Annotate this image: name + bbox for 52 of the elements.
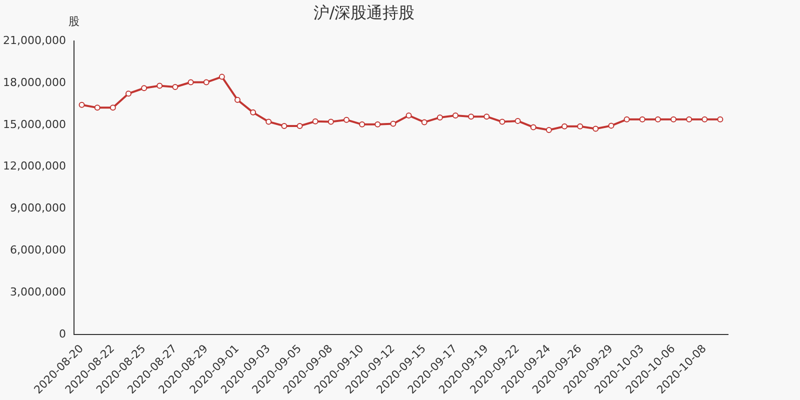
point [452, 112, 458, 118]
y-tick-label: 15,000,000 [2, 118, 66, 131]
point [639, 116, 646, 122]
point [312, 118, 318, 124]
point [343, 116, 350, 123]
point [717, 116, 724, 122]
point [281, 122, 288, 129]
point [421, 119, 428, 126]
point [530, 124, 536, 130]
chart-title: 沪/深股通持股 [313, 2, 415, 22]
point [561, 123, 568, 130]
y-tick-label: 9,000,000 [10, 202, 66, 215]
point [577, 123, 584, 130]
point [592, 126, 599, 132]
y-tick-label: 3,000,000 [10, 285, 66, 298]
point [328, 118, 334, 125]
point [654, 116, 661, 122]
y-tick-label: 18,000,000 [2, 76, 66, 89]
point [546, 127, 552, 134]
point [484, 114, 490, 120]
point [78, 102, 85, 108]
point [156, 82, 163, 89]
y-tick-label: 21,000,000 [2, 34, 66, 48]
point [406, 112, 412, 118]
point [702, 116, 708, 122]
point [436, 114, 443, 120]
point [203, 79, 210, 86]
point [359, 121, 366, 128]
point [624, 116, 630, 122]
y-tick-label: 6,000,000 [10, 244, 66, 257]
point [110, 104, 116, 111]
point [514, 118, 521, 124]
y-axis-title: 股 [68, 15, 80, 28]
point [250, 109, 256, 116]
point [218, 74, 225, 80]
point [266, 118, 272, 125]
point [296, 122, 303, 129]
point [94, 104, 100, 111]
y-tick-label: 12,000,000 [2, 160, 66, 173]
point [670, 116, 676, 122]
point [686, 116, 692, 122]
point [188, 79, 194, 86]
point [374, 121, 381, 128]
point [234, 96, 240, 103]
point [172, 84, 178, 90]
point [608, 122, 614, 129]
point [125, 90, 132, 97]
y-tick-label: 0 [58, 327, 66, 340]
point [141, 85, 148, 92]
point [468, 114, 474, 120]
point [499, 118, 506, 125]
point [390, 120, 396, 127]
